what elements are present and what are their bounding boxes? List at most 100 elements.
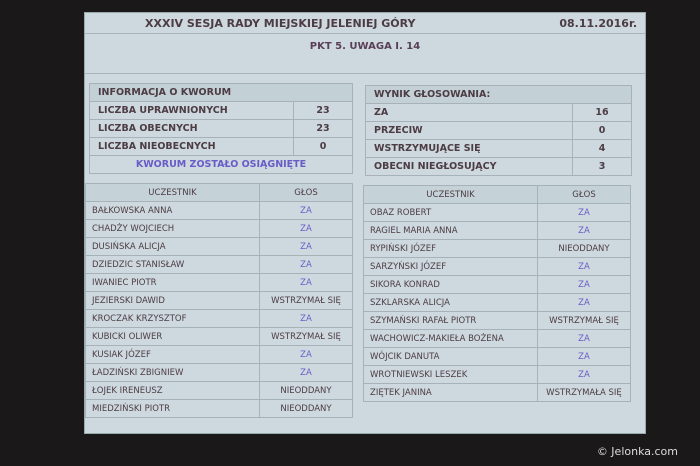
- table-row: KUSIAK JÓZEF ZA: [85, 345, 353, 364]
- vote-value: ZA: [537, 203, 631, 222]
- vote-value: WSTRZYMAŁ SIĘ: [259, 327, 353, 346]
- stat-label: LICZBA OBECNYCH: [98, 123, 198, 134]
- stat-value: 4: [572, 140, 631, 157]
- vote-value: ZA: [259, 363, 353, 382]
- table-row: SZYMAŃSKI RAFAŁ PIOTR WSTRZYMAŁ SIĘ: [363, 311, 631, 330]
- stat-value: 0: [572, 122, 631, 139]
- participant-name: ŁOJEK IRENEUSZ: [85, 381, 260, 400]
- vote-value: ZA: [537, 293, 631, 312]
- result-panel: WYNIK GŁOSOWANIA: ZA 16 PRZECIW 0 WSTRZYMUJĄ…: [365, 85, 632, 176]
- session-date: 08.11.2016r.: [559, 17, 637, 30]
- stat-row: WSTRZYMUJĄCE SIĘ 4: [366, 139, 631, 157]
- voting-screen: XXXIV SESJA RADY MIEJSKIEJ JELENIEJ GÓRY…: [84, 12, 646, 434]
- table-row: DZIEDZIC STANISŁAW ZA: [85, 255, 353, 274]
- stat-row: PRZECIW 0: [366, 121, 631, 139]
- table-header: UCZESTNIK GŁOS: [363, 185, 631, 204]
- participant-name: KUSIAK JÓZEF: [85, 345, 260, 364]
- vote-value: ZA: [537, 257, 631, 276]
- table-row: RYPIŃSKI JÓZEF NIEODDANY: [363, 239, 631, 258]
- vote-value: ZA: [537, 347, 631, 366]
- vote-value: ZA: [259, 201, 353, 220]
- table-row: JEZIERSKI DAWID WSTRZYMAŁ SIĘ: [85, 291, 353, 310]
- vote-value: ZA: [259, 255, 353, 274]
- left-votes-table: UCZESTNIK GŁOS BAŁKOWSKA ANNA ZA CHADŻY WOJC…: [85, 183, 353, 418]
- stat-label: WSTRZYMUJĄCE SIĘ: [374, 143, 481, 154]
- vote-value: NIEODDANY: [537, 239, 631, 258]
- participant-name: JEZIERSKI DAWID: [85, 291, 260, 310]
- table-row: SIKORA KONRAD ZA: [363, 275, 631, 294]
- participant-name: ŁADZIŃSKI ZBIGNIEW: [85, 363, 260, 382]
- stat-label: LICZBA UPRAWNIONYCH: [98, 105, 228, 116]
- watermark: © Jelonka.com: [596, 445, 678, 458]
- participant-name: SIKORA KONRAD: [363, 275, 538, 294]
- participant-name: IWANIEC PIOTR: [85, 273, 260, 292]
- table-row: DUSIŃSKA ALICJA ZA: [85, 237, 353, 256]
- agenda-item: PKT 5. UWAGA I. 14: [85, 34, 645, 74]
- table-row: SARZYŃSKI JÓZEF ZA: [363, 257, 631, 276]
- stat-label: OBECNI NIEGŁOSUJĄCY: [374, 161, 497, 172]
- participant-name: RAGIEL MARIA ANNA: [363, 221, 538, 240]
- right-votes-table: UCZESTNIK GŁOS OBAZ ROBERT ZA RAGIEL MARIA A…: [363, 185, 631, 402]
- quorum-title: INFORMACJA O KWORUM: [90, 84, 352, 101]
- participant-name: MIEDZIŃSKI PIOTR: [85, 399, 260, 418]
- stat-label: LICZBA NIEOBECNYCH: [98, 141, 216, 152]
- participant-name: KUBICKI OLIWER: [85, 327, 260, 346]
- table-row: BAŁKOWSKA ANNA ZA: [85, 201, 353, 220]
- vote-value: WSTRZYMAŁA SIĘ: [537, 383, 631, 402]
- participant-name: DZIEDZIC STANISŁAW: [85, 255, 260, 274]
- vote-value: ZA: [537, 329, 631, 348]
- participant-name: OBAZ ROBERT: [363, 203, 538, 222]
- stat-label: PRZECIW: [374, 125, 423, 136]
- vote-value: NIEODDANY: [259, 381, 353, 400]
- table-row: OBAZ ROBERT ZA: [363, 203, 631, 222]
- stat-value: 23: [293, 120, 352, 137]
- participant-name: SZYMAŃSKI RAFAŁ PIOTR: [363, 311, 538, 330]
- stat-row: LICZBA OBECNYCH 23: [90, 119, 352, 137]
- stat-row: OBECNI NIEGŁOSUJĄCY 3: [366, 157, 631, 175]
- vote-value: ZA: [259, 273, 353, 292]
- result-title: WYNIK GŁOSOWANIA:: [366, 86, 631, 103]
- quorum-status: KWORUM ZOSTAŁO OSIĄGNIĘTE: [90, 155, 352, 173]
- col-participant: UCZESTNIK: [363, 185, 538, 204]
- stat-value: 0: [293, 138, 352, 155]
- table-row: ŁOJEK IRENEUSZ NIEODDANY: [85, 381, 353, 400]
- participant-name: WROTNIEWSKI LESZEK: [363, 365, 538, 384]
- vote-value: WSTRZYMAŁ SIĘ: [259, 291, 353, 310]
- table-row: MIEDZIŃSKI PIOTR NIEODDANY: [85, 399, 353, 418]
- participant-name: KROCZAK KRZYSZTOF: [85, 309, 260, 328]
- vote-value: ZA: [537, 365, 631, 384]
- table-row: WÓJCIK DANUTA ZA: [363, 347, 631, 366]
- col-participant: UCZESTNIK: [85, 183, 260, 202]
- participant-name: WACHOWICZ-MAKIEŁA BOŻENA: [363, 329, 538, 348]
- table-row: CHADŻY WOJCIECH ZA: [85, 219, 353, 238]
- quorum-panel: INFORMACJA O KWORUM LICZBA UPRAWNIONYCH 2…: [89, 83, 353, 174]
- stat-row: ZA 16: [366, 103, 631, 121]
- vote-value: NIEODDANY: [259, 399, 353, 418]
- participant-name: WÓJCIK DANUTA: [363, 347, 538, 366]
- table-header: UCZESTNIK GŁOS: [85, 183, 353, 202]
- vote-value: WSTRZYMAŁ SIĘ: [537, 311, 631, 330]
- col-vote: GŁOS: [537, 185, 631, 204]
- header: XXXIV SESJA RADY MIEJSKIEJ JELENIEJ GÓRY…: [85, 13, 645, 34]
- table-row: WROTNIEWSKI LESZEK ZA: [363, 365, 631, 384]
- participant-name: BAŁKOWSKA ANNA: [85, 201, 260, 220]
- stat-row: LICZBA UPRAWNIONYCH 23: [90, 101, 352, 119]
- stat-value: 16: [572, 104, 631, 121]
- vote-value: ZA: [259, 309, 353, 328]
- result-title-text: WYNIK GŁOSOWANIA:: [374, 89, 491, 100]
- session-title: XXXIV SESJA RADY MIEJSKIEJ JELENIEJ GÓRY: [145, 17, 416, 30]
- table-row: KROCZAK KRZYSZTOF ZA: [85, 309, 353, 328]
- vote-value: ZA: [537, 275, 631, 294]
- quorum-title-text: INFORMACJA O KWORUM: [98, 87, 232, 98]
- participant-name: CHADŻY WOJCIECH: [85, 219, 260, 238]
- table-row: IWANIEC PIOTR ZA: [85, 273, 353, 292]
- stat-row: LICZBA NIEOBECNYCH 0: [90, 137, 352, 155]
- table-row: SZKLARSKA ALICJA ZA: [363, 293, 631, 312]
- vote-value: ZA: [259, 237, 353, 256]
- participant-name: ZIĘTEK JANINA: [363, 383, 538, 402]
- vote-value: ZA: [259, 345, 353, 364]
- vote-value: ZA: [259, 219, 353, 238]
- stat-value: 3: [572, 158, 631, 175]
- table-row: ŁADZIŃSKI ZBIGNIEW ZA: [85, 363, 353, 382]
- table-row: RAGIEL MARIA ANNA ZA: [363, 221, 631, 240]
